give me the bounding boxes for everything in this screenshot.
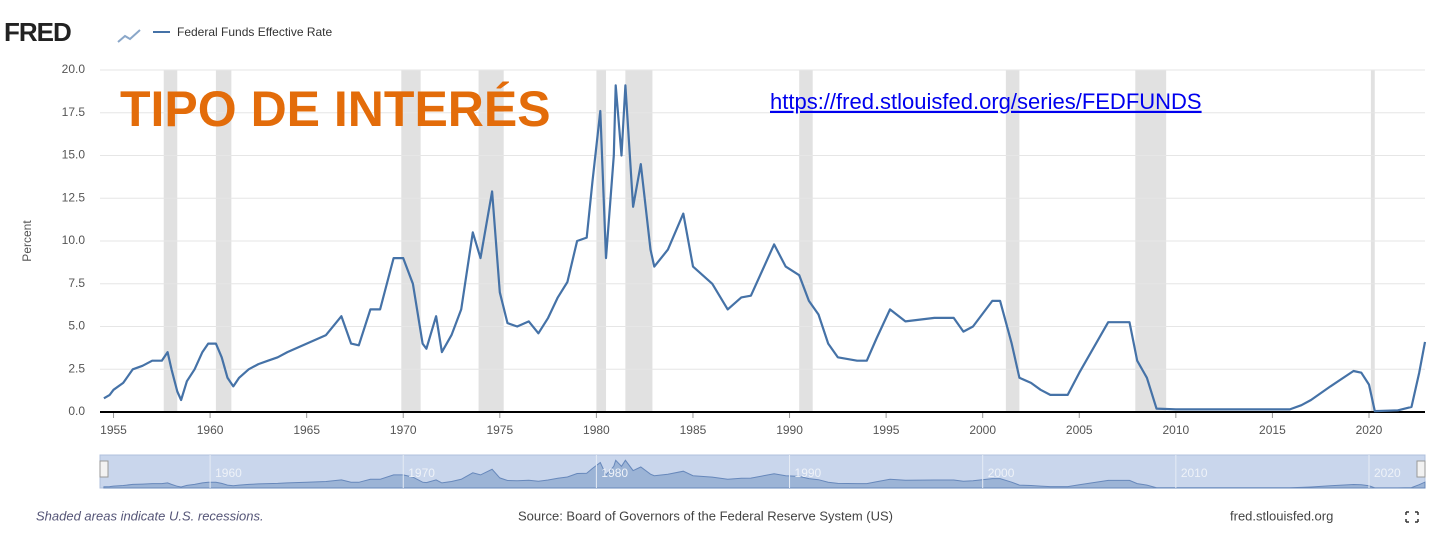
x-tick-label: 1990 (776, 423, 803, 437)
fullscreen-icon[interactable] (1405, 511, 1419, 523)
y-tick-label: 10.0 (62, 233, 86, 247)
y-tick-label: 2.5 (68, 361, 85, 375)
x-tick-label: 1985 (680, 423, 707, 437)
navigator-tick-label: 1960 (215, 466, 242, 480)
x-tick-label: 1955 (100, 423, 127, 437)
x-tick-label: 2010 (1162, 423, 1189, 437)
source: Source: Board of Governors of the Federa… (518, 508, 893, 523)
y-tick-label: 15.0 (62, 148, 86, 162)
y-tick-label: 5.0 (68, 319, 85, 333)
x-tick-label: 1980 (583, 423, 610, 437)
overlay-title: TIPO DE INTERÉS (120, 81, 551, 137)
plot-area: 0.0 2.5 5.0 7.5 10.0 12.5 15.0 17.5 20.0 1955 1960… (62, 62, 1427, 489)
x-tick-label: 1965 (293, 423, 320, 437)
logo-icon (117, 29, 141, 43)
series-line (103, 84, 1427, 413)
navigator-tick-label: 2000 (988, 466, 1015, 480)
navigator-tick-label: 1970 (408, 466, 435, 480)
x-tick-label: 1970 (390, 423, 417, 437)
navigator-handle[interactable] (1416, 460, 1426, 478)
navigator-tick-label: 2020 (1374, 466, 1401, 480)
x-tick-label: 1975 (486, 423, 513, 437)
navigator-tick-label: 1990 (795, 466, 822, 480)
url-text[interactable]: https://fred.stlouisfed.org/series/FEDFU… (770, 89, 1202, 114)
x-tick-label: 1995 (873, 423, 900, 437)
fred-logo: FRED (4, 17, 71, 47)
y-axis-label: Percent (20, 220, 34, 262)
y-tick-label: 7.5 (68, 276, 85, 290)
navigator-area (103, 459, 1426, 489)
link[interactable]: https://fred.stlouisfed.org/series/FEDFU… (770, 89, 1202, 114)
y-tick-label: 20.0 (62, 62, 86, 76)
y-tick-label: 17.5 (62, 105, 86, 119)
x-tick-label: 2005 (1066, 423, 1093, 437)
navigator-tick-label: 2010 (1181, 466, 1208, 480)
x-tick-label: 1960 (197, 423, 224, 437)
navigator-handle[interactable] (99, 460, 109, 478)
navigator-tick-label: 1980 (601, 466, 628, 480)
x-tick-label: 2015 (1259, 423, 1286, 437)
legend-label: Federal Funds Effective Rate (177, 25, 333, 39)
y-tick-label: 0.0 (68, 404, 85, 418)
x-tick-label: 2020 (1356, 423, 1383, 437)
x-tick-label: 2000 (969, 423, 996, 437)
recession-note: Shaded areas indicate U.S. recessions. (36, 508, 264, 523)
site: fred.stlouisfed.org (1230, 508, 1333, 523)
y-tick-label: 12.5 (62, 190, 86, 204)
